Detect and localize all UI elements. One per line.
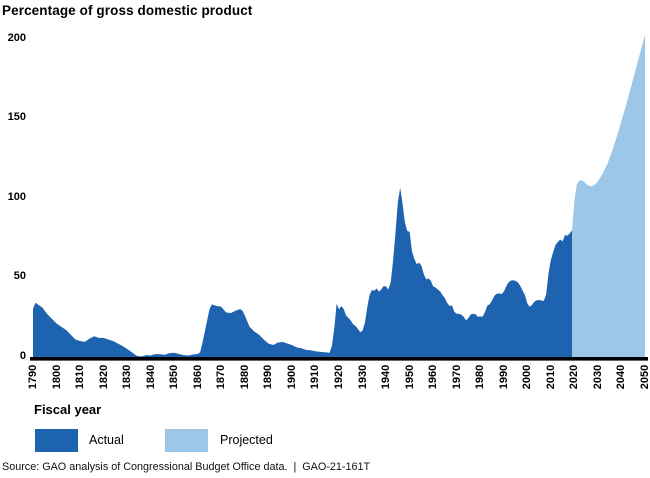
actual-area-series: [33, 187, 573, 357]
y-tick-label: 150: [7, 111, 26, 124]
chart-title: Percentage of gross domestic product: [2, 3, 253, 18]
x-tick-label: 1810: [74, 364, 87, 390]
x-tick-label: 1890: [262, 364, 275, 390]
area-chart-svg: [30, 35, 648, 361]
legend-swatch-actual: [35, 429, 78, 452]
x-tick-label: 2030: [591, 364, 604, 390]
y-tick-label: 200: [7, 31, 26, 44]
x-tick-label: 1850: [168, 364, 181, 390]
x-tick-label: 1950: [403, 364, 416, 390]
legend-label-projected: Projected: [220, 433, 273, 447]
x-tick-label: 2020: [568, 364, 581, 390]
projected-area-series: [572, 35, 645, 357]
legend-swatch-projected: [165, 429, 208, 452]
x-tick-label: 1790: [27, 364, 39, 390]
x-tick-label: 1830: [121, 364, 134, 390]
plot-area: 0 50 100 150 200 1790 1800 1810 1820 1830 1840 185…: [7, 31, 650, 390]
x-tick-label: 1980: [474, 364, 487, 390]
x-axis-title: Fiscal year: [34, 402, 102, 417]
y-tick-label: 0: [19, 350, 26, 362]
x-tick-label: 1930: [356, 364, 369, 390]
x-tick-label: 1990: [497, 364, 510, 390]
x-tick-label: 1920: [333, 364, 345, 390]
x-tick-label: 2000: [521, 364, 534, 390]
x-tick-label: 2040: [615, 364, 628, 390]
source-note: Source: GAO analysis of Congressional Bu…: [2, 461, 371, 473]
x-tick-label: 1820: [97, 364, 110, 390]
x-tick-label: 2050: [639, 364, 650, 390]
x-tick-label: 1960: [427, 364, 440, 390]
x-tick-label: 1940: [380, 364, 393, 390]
x-axis-line: [30, 357, 648, 361]
x-tick-label: 1870: [215, 364, 228, 390]
y-tick-label: 50: [13, 270, 26, 283]
x-tick-label: 1900: [285, 364, 298, 390]
x-tick-label: 1880: [238, 364, 251, 390]
x-tick-label: 1800: [50, 364, 63, 390]
x-tick-label: 1970: [450, 364, 463, 390]
x-tick-label: 1860: [191, 364, 204, 390]
x-tick-label: 1840: [144, 364, 157, 390]
legend-label-actual: Actual: [89, 433, 124, 447]
y-tick-label: 100: [7, 190, 26, 203]
x-tick-label: 1910: [309, 364, 322, 390]
x-tick-label: 2010: [544, 364, 557, 390]
